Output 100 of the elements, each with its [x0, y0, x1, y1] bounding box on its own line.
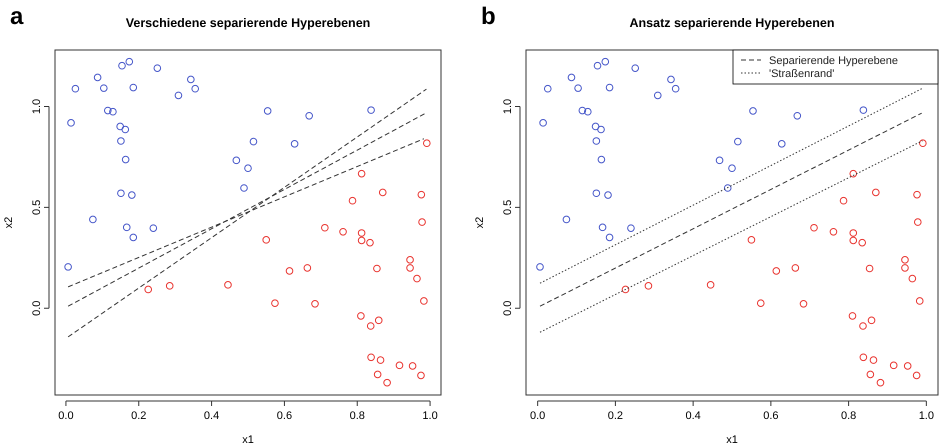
point	[125, 58, 134, 66]
point	[908, 274, 916, 282]
point	[396, 362, 404, 370]
point	[654, 92, 662, 100]
point	[117, 189, 125, 198]
point	[849, 236, 858, 244]
point	[562, 216, 570, 224]
point	[286, 267, 294, 275]
point	[810, 224, 818, 232]
point	[144, 286, 152, 294]
point	[574, 84, 582, 92]
point	[150, 224, 158, 232]
point	[72, 84, 80, 93]
point	[122, 224, 131, 232]
legend-label: Separierende Hyperebene	[769, 55, 898, 67]
text: a	[10, 3, 24, 30]
point	[876, 378, 884, 386]
x-tick-label: 0.6	[763, 410, 779, 422]
x-tick-label: 1.0	[422, 410, 438, 422]
point	[321, 224, 329, 232]
y-axis-title: x2	[3, 216, 15, 228]
point	[919, 139, 927, 148]
point	[849, 229, 858, 237]
point	[672, 84, 680, 93]
point	[262, 236, 270, 244]
point	[154, 64, 162, 72]
point	[598, 156, 606, 164]
point	[868, 316, 876, 324]
point	[311, 300, 319, 308]
point	[606, 234, 614, 242]
chart-title: Verschiedene separierende Hyperebenen	[126, 16, 370, 30]
point	[423, 139, 431, 148]
point	[912, 372, 920, 380]
point	[418, 190, 426, 198]
point	[408, 362, 416, 370]
point	[778, 140, 786, 148]
point	[644, 282, 652, 290]
x-tick-label: 0.8	[350, 410, 365, 422]
point	[305, 112, 313, 120]
point	[104, 106, 112, 114]
point	[858, 238, 866, 246]
point	[914, 218, 922, 226]
point	[667, 76, 675, 84]
point	[904, 362, 912, 370]
point	[601, 58, 610, 66]
point	[866, 264, 874, 272]
point	[597, 126, 605, 134]
point	[598, 224, 606, 232]
point	[357, 312, 365, 320]
point	[232, 156, 240, 164]
point	[94, 74, 102, 82]
point	[901, 256, 909, 264]
point	[870, 356, 878, 364]
point	[913, 190, 921, 198]
point	[792, 264, 800, 272]
point	[604, 191, 612, 199]
y-tick-label: 0.5	[31, 200, 43, 216]
point	[539, 119, 547, 127]
point	[860, 353, 868, 362]
point	[866, 370, 874, 378]
y-tick-label: 1.0	[502, 98, 514, 114]
point	[367, 353, 375, 362]
point	[67, 119, 75, 127]
point	[592, 122, 600, 130]
point	[366, 322, 375, 330]
point	[631, 64, 640, 72]
x-tick-label: 0.8	[840, 410, 856, 422]
point	[890, 362, 898, 370]
point	[118, 62, 126, 70]
chart-title: Ansatz separierende Hyperebenen	[630, 16, 834, 30]
point	[848, 312, 856, 320]
x-tick-label: 0.4	[685, 410, 701, 422]
point	[358, 229, 366, 237]
x-tick-label: 1.0	[918, 410, 934, 422]
point	[264, 107, 272, 115]
point	[418, 218, 426, 226]
x-tick-label: 0.0	[530, 410, 546, 422]
point	[122, 156, 130, 164]
point	[594, 62, 602, 70]
point	[374, 370, 382, 378]
point	[794, 112, 802, 120]
point	[872, 188, 880, 196]
point	[840, 196, 848, 205]
point	[128, 191, 136, 199]
point	[240, 184, 248, 192]
x-axis-title: x1	[726, 434, 738, 446]
y-tick-label: 0.5	[502, 200, 514, 216]
point	[129, 84, 138, 92]
point	[748, 236, 756, 244]
point	[358, 170, 366, 178]
point	[606, 84, 614, 92]
point	[859, 322, 867, 330]
x-tick-label: 0.2	[131, 410, 146, 422]
point	[800, 300, 808, 308]
point	[749, 107, 757, 115]
x-tick-label: 0.0	[58, 410, 74, 422]
point	[860, 106, 868, 114]
point	[622, 286, 630, 294]
point	[420, 297, 428, 305]
point	[109, 108, 117, 116]
